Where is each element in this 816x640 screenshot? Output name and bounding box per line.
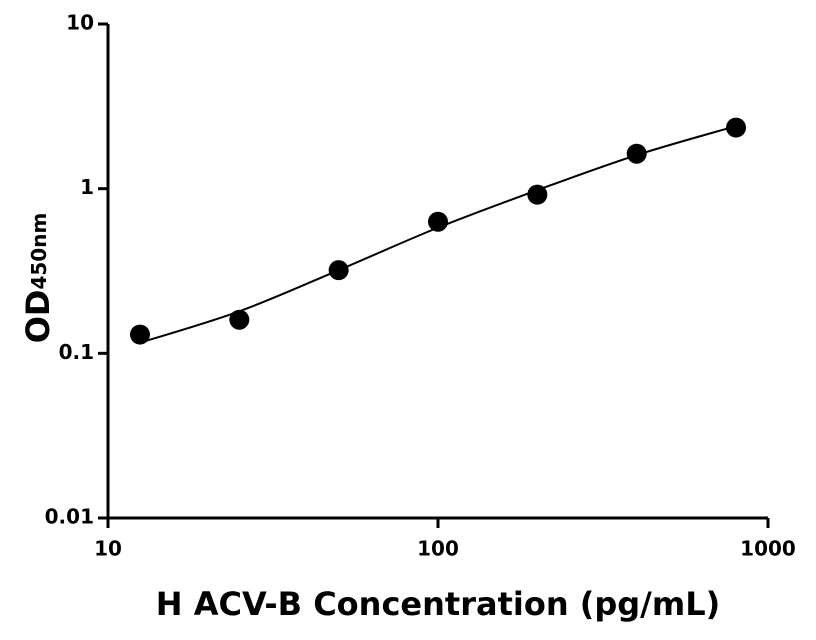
y-axis-label-group: OD450nm	[19, 213, 57, 344]
fit-curve	[139, 125, 737, 344]
x-tick-label: 100	[417, 537, 459, 561]
x-tick-label: 1000	[740, 537, 796, 561]
x-tick-label: 10	[94, 537, 122, 561]
x-axis-label: H ACV-B Concentration (pg/mL)	[156, 585, 720, 623]
y-tick-label: 10	[66, 11, 94, 35]
data-point	[328, 260, 349, 281]
y-axis-label-main: OD	[19, 290, 57, 344]
y-axis-label: OD450nm	[19, 213, 57, 344]
y-tick-label: 0.01	[45, 505, 94, 529]
y-tick-label: 0.1	[59, 340, 94, 364]
data-point	[726, 117, 747, 138]
data-point	[626, 143, 647, 164]
data-point	[527, 184, 548, 205]
y-axis-label-sub: 450nm	[27, 213, 51, 290]
data-point	[129, 324, 150, 345]
y-tick-label: 1	[80, 175, 94, 199]
data-point	[428, 211, 448, 232]
data-point	[229, 309, 250, 330]
